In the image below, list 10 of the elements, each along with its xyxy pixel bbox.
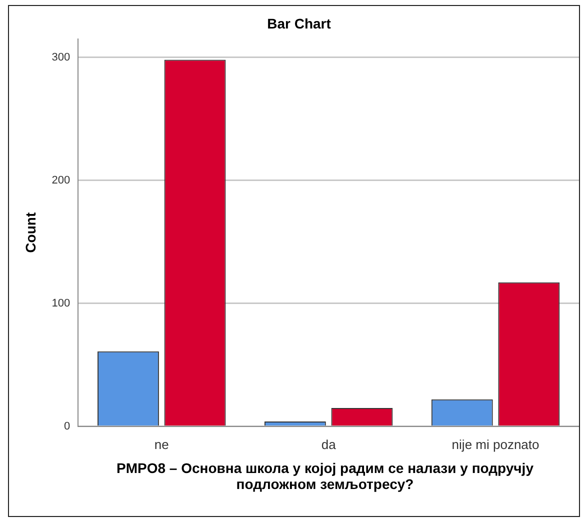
y-tick-label: 200 xyxy=(52,174,70,186)
y-tick-label: 0 xyxy=(64,420,70,432)
y-axis-title: Count xyxy=(22,212,38,253)
y-tick-label: 300 xyxy=(52,51,70,64)
x-tick-label: ne xyxy=(154,436,169,452)
x-tick-label: nije mi poznato xyxy=(452,436,540,452)
x-tick-label: da xyxy=(321,436,337,452)
x-axis-title: PMPO8 – Основна школа у којој радим се налази у подручју подложном земљотресу? xyxy=(116,460,534,492)
chart-title: Bar Chart xyxy=(267,15,332,32)
y-tick-label: 100 xyxy=(52,297,70,310)
